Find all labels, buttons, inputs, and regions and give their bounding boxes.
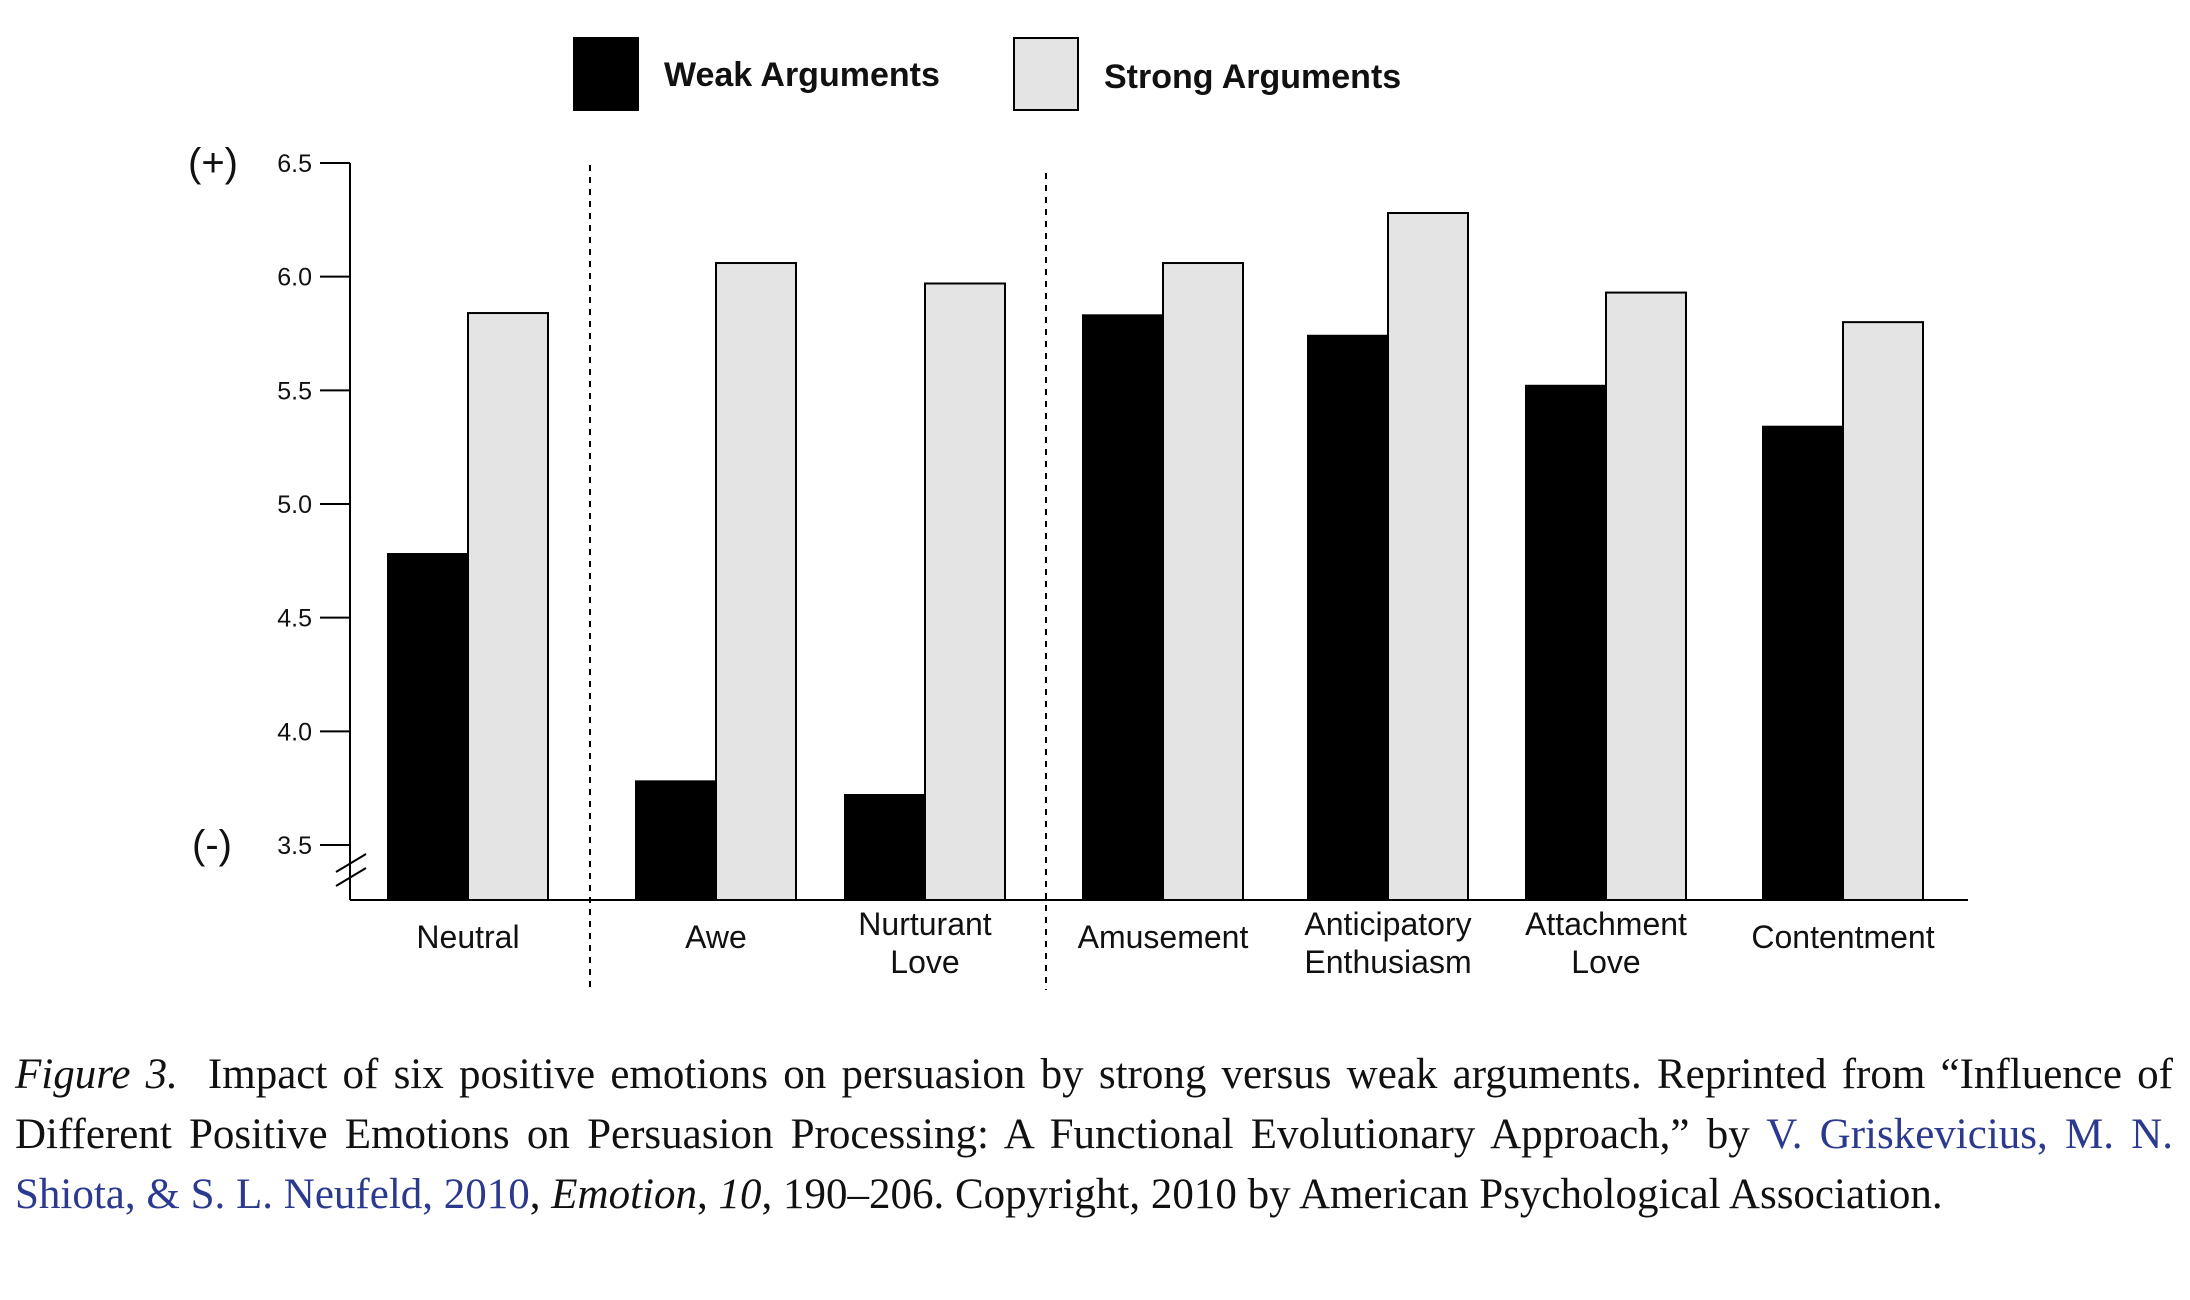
legend-swatch-strong — [1013, 37, 1079, 111]
category-label: Neutral — [416, 919, 519, 955]
axis-break-mark — [335, 853, 367, 873]
bar-strong-awe — [715, 262, 797, 901]
figure-number: Figure 3. — [15, 1051, 178, 1098]
bar-strong-nurturant-love — [924, 282, 1006, 901]
bar-chart: Weak Arguments Strong Arguments 3.5 4.0 4.… — [188, 37, 1968, 990]
bar-weak-contentment — [1762, 425, 1844, 901]
caption-separator: , — [696, 1171, 708, 1218]
category-label: Love — [1571, 944, 1640, 980]
category-label: Nurturant — [858, 906, 992, 942]
bar-weak-amusement — [1082, 314, 1164, 901]
bar-strong-attachment-love — [1605, 291, 1687, 901]
legend-label-strong: Strong Arguments — [1104, 58, 1401, 96]
legend-label-weak: Weak Arguments — [664, 56, 940, 94]
category-label: Enthusiasm — [1304, 944, 1471, 980]
bar-strong-amusement — [1162, 262, 1244, 901]
bar-weak-awe — [635, 780, 717, 902]
y-tick-label: 5.5 — [277, 377, 312, 405]
y-tick-label: 4.0 — [277, 718, 312, 746]
y-tick-label: 4.5 — [277, 605, 312, 633]
bar-weak-neutral — [387, 553, 469, 901]
bar-strong-contentment — [1842, 321, 1924, 901]
legend: Weak Arguments Strong Arguments — [573, 37, 1401, 111]
category-label: Love — [890, 944, 959, 980]
category-label: Awe — [685, 919, 747, 955]
category-label: Attachment — [1525, 906, 1687, 942]
category-label: Anticipatory — [1304, 906, 1471, 942]
y-tick-label: 6.5 — [277, 150, 312, 178]
legend-swatch-weak — [573, 37, 639, 111]
bar-weak-attachment-love — [1525, 384, 1607, 901]
y-bottom-marker: (-) — [192, 823, 232, 867]
figure-caption: Figure 3. Impact of six positive emotions… — [15, 1045, 2173, 1225]
caption-separator: , — [529, 1171, 541, 1218]
bar-weak-nurturant-love — [844, 793, 926, 902]
citation-link[interactable]: V. Griskevicius, M. N. Shiota, & S. L. N… — [15, 1111, 2173, 1218]
y-axis: 3.5 4.0 4.5 5.0 5.5 6.0 6.5 (+) (-) — [188, 141, 367, 900]
y-ticks: 3.5 4.0 4.5 5.0 5.5 6.0 6.5 — [277, 150, 350, 860]
bar-weak-anticipatory-enthusiasm — [1307, 334, 1389, 902]
bar-strong-anticipatory-enthusiasm — [1387, 212, 1469, 902]
y-top-marker: (+) — [188, 141, 238, 185]
bar-strong-neutral — [467, 312, 549, 902]
journal-volume: 10 — [718, 1171, 762, 1218]
category-label: Contentment — [1751, 919, 1934, 955]
bars — [387, 212, 1924, 902]
category-label: Amusement — [1078, 919, 1249, 955]
journal-name: Emotion — [551, 1171, 697, 1218]
caption-text-end: , 190–206. Copyright, 2010 by American P… — [761, 1171, 1943, 1218]
y-tick-label: 6.0 — [277, 264, 312, 292]
y-tick-label: 3.5 — [277, 832, 312, 860]
caption-text: Impact of six positive emotions on persu… — [15, 1051, 2173, 1158]
y-tick-label: 5.0 — [277, 491, 312, 519]
axis-break-mark — [335, 867, 367, 887]
